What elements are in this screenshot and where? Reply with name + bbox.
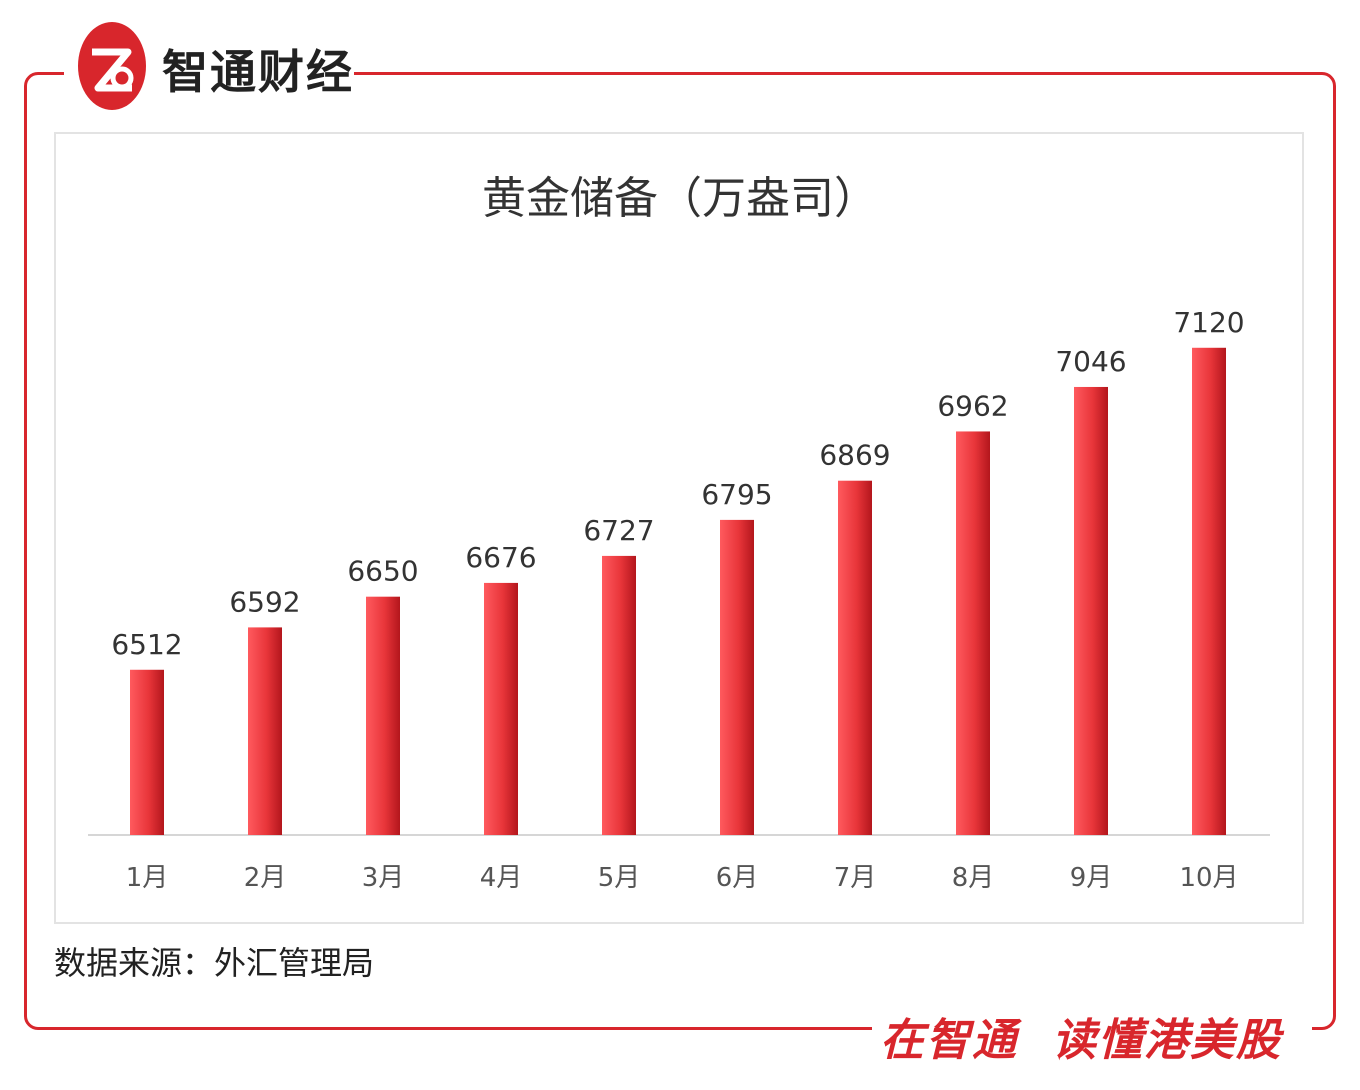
bar-5: [602, 555, 636, 835]
page-frame: [24, 72, 1336, 1030]
bar-3: [366, 596, 400, 835]
data-label-10: 7120: [1173, 306, 1244, 339]
slogan-right: 读懂港美股: [1052, 1015, 1282, 1066]
bar-4: [484, 582, 518, 835]
bar-1: [130, 669, 164, 835]
x-tick-label-10: 10月: [1179, 863, 1238, 893]
data-label-1: 6512: [111, 628, 182, 661]
data-label-3: 6650: [347, 555, 418, 588]
data-label-9: 7046: [1055, 345, 1126, 378]
bar-9: [1074, 386, 1108, 835]
bar-8: [956, 431, 990, 835]
x-tick-label-8: 8月: [952, 863, 995, 893]
data-label-4: 6676: [465, 541, 536, 574]
x-tick-label-5: 5月: [598, 863, 641, 893]
data-label-8: 6962: [937, 389, 1008, 422]
brand-name: 智通财经: [162, 45, 354, 99]
x-tick-label-1: 1月: [126, 863, 169, 893]
x-tick-label-7: 7月: [834, 863, 877, 893]
data-label-2: 6592: [229, 585, 300, 618]
data-source-note: 数据来源：外汇管理局: [54, 944, 375, 982]
x-tick-label-3: 3月: [362, 863, 405, 893]
zhitong-logo-icon: [78, 22, 146, 110]
x-tick-label-6: 6月: [716, 863, 759, 893]
bar-6: [720, 519, 754, 835]
bar-2: [248, 627, 282, 835]
x-tick-label-4: 4月: [480, 863, 523, 893]
data-label-7: 6869: [819, 439, 890, 472]
data-label-6: 6795: [701, 478, 772, 511]
bar-10: [1192, 347, 1226, 835]
data-label-5: 6727: [583, 514, 654, 547]
slogan-background: [872, 1004, 1312, 1060]
x-tick-label-9: 9月: [1070, 863, 1113, 893]
chart-title: 黄金储备（万盎司）: [482, 173, 878, 224]
slogan: 在智通 读懂港美股: [880, 1004, 1282, 1068]
x-tick-label-2: 2月: [244, 863, 287, 893]
slogan-left: 在智通: [880, 1015, 1018, 1066]
bar-7: [838, 480, 872, 835]
